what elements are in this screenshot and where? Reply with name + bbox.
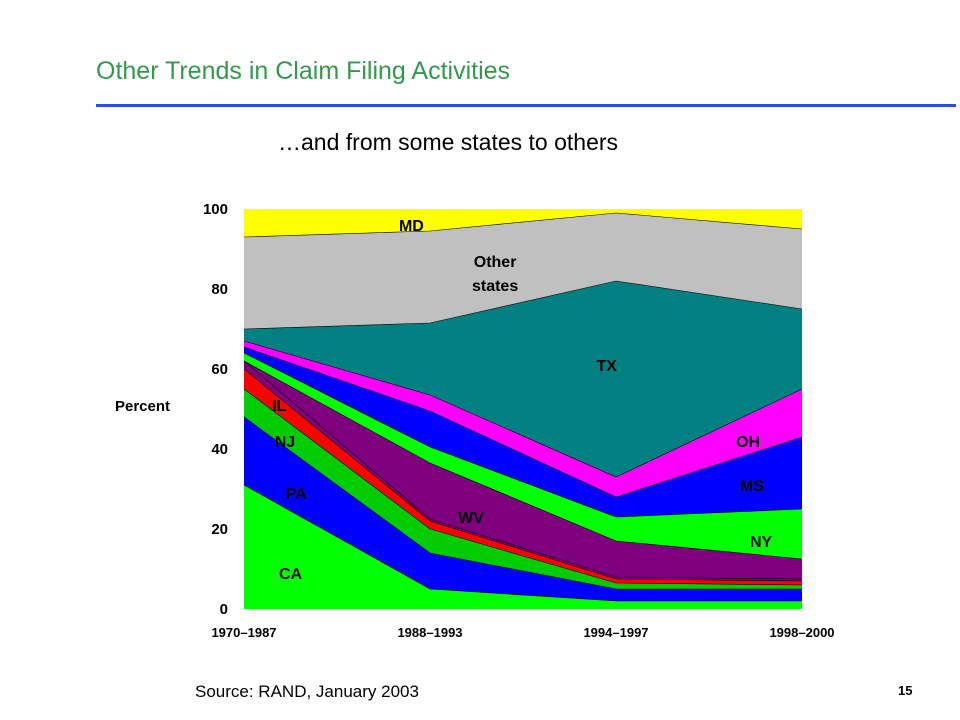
layer-boundary-line (243, 212, 803, 238)
source-note: Source: RAND, January 2003 (195, 682, 419, 701)
area-series-tx (244, 281, 802, 477)
x-tick-label: 1994–1997 (583, 625, 648, 640)
layer-boundary-line (243, 352, 803, 518)
slide-title: Other Trends in Claim Filing Activities (96, 57, 511, 85)
area-label-states: states (472, 278, 518, 295)
area-label-wv: WV (458, 510, 484, 527)
area-label-other: Other (474, 254, 517, 271)
area-series-nj (244, 389, 802, 589)
x-tick-labels: 1970–1987 1988–1993 1994–1997 1998–2000 (211, 625, 834, 640)
layer-boundary-line (243, 346, 803, 498)
y-tick-label: 100 (203, 201, 228, 218)
area-series-ny (244, 353, 802, 559)
x-tick-label: 1988–1993 (397, 625, 462, 640)
layer-boundary-line (243, 340, 803, 478)
area-series-pa (244, 417, 802, 601)
y-tick-label: 20 (211, 521, 228, 538)
area-label-tx: TX (596, 358, 617, 375)
y-tick-labels: 0 20 40 60 80 100 (203, 201, 228, 618)
area-label-oh: OH (736, 434, 760, 451)
area-series-md (244, 209, 802, 237)
y-tick-label: 40 (211, 441, 228, 458)
title-rule (96, 104, 956, 107)
area-label-pa: PA (286, 486, 307, 503)
y-tick-label: 80 (211, 281, 228, 298)
x-tick-label: 1970–1987 (211, 625, 276, 640)
y-tick-label: 0 (220, 601, 228, 618)
area-series-other-states (244, 213, 802, 329)
area-labels: CA PA NJ IL WV NY MS OH TX Other states MD (272, 218, 772, 583)
x-tick-label: 1998–2000 (769, 625, 834, 640)
area-series-oh (244, 341, 802, 497)
area-label-ny: NY (750, 534, 773, 551)
area-series-ca (244, 485, 802, 609)
area-label-nj: NJ (275, 434, 295, 451)
layer-boundary-line (243, 360, 803, 580)
page-number: 15 (898, 683, 913, 698)
y-axis-label: Percent (115, 398, 171, 415)
area-label-ca: CA (279, 566, 303, 583)
area-label-md: MD (399, 218, 424, 235)
area-label-il: IL (272, 398, 286, 415)
layer-boundary-line (243, 484, 802, 602)
area-label-ms: MS (740, 478, 764, 495)
layer-boundary-line (243, 360, 803, 560)
layer-boundary-line (243, 368, 803, 582)
layer-boundary-line (243, 416, 802, 590)
area-series-wv (244, 361, 802, 579)
y-tick-label: 60 (211, 361, 228, 378)
layer-boundary-line (243, 388, 803, 586)
slide-subtitle: …and from some states to others (278, 129, 619, 155)
area-series-group (243, 209, 803, 609)
layer-boundary-line (243, 280, 803, 330)
area-series-ms (244, 347, 802, 517)
